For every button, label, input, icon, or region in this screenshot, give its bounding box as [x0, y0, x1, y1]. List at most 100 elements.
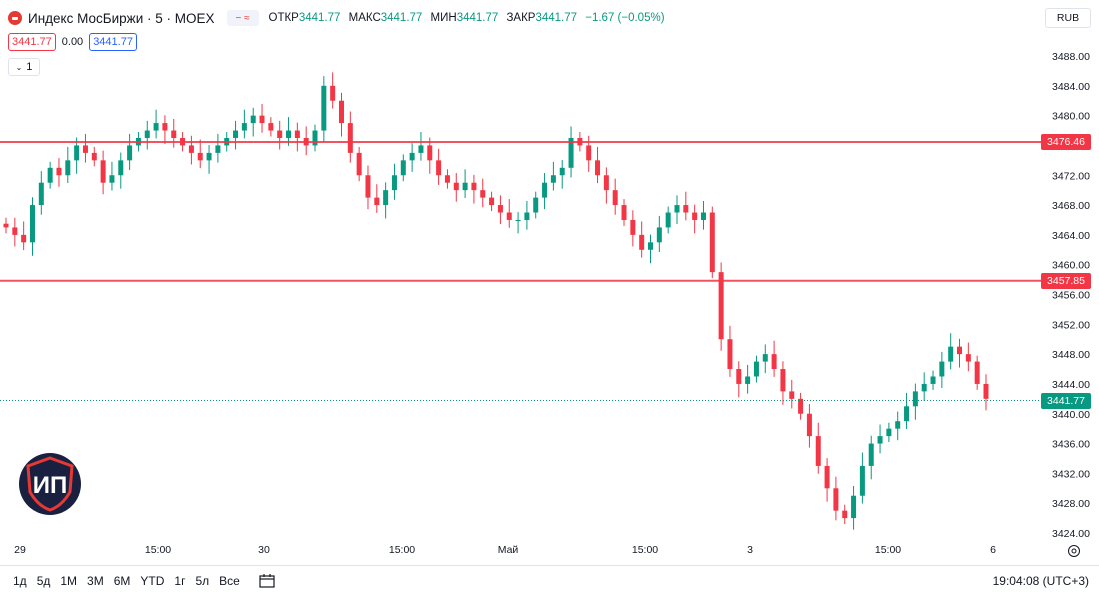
- currency-button[interactable]: RUB: [1045, 8, 1091, 28]
- price-axis: 3488.003484.003480.003476.003472.003468.…: [1052, 51, 1090, 540]
- candle-body: [957, 346, 963, 355]
- candle-body: [206, 152, 212, 161]
- candle-body: [127, 145, 133, 161]
- candle-body: [568, 137, 574, 168]
- candle-body: [171, 130, 177, 138]
- candle-body: [762, 354, 768, 362]
- time-tick-label: 15:00: [632, 544, 658, 556]
- candle-body: [542, 182, 548, 198]
- candle-body: [294, 130, 300, 138]
- sell-price-button[interactable]: 3441.77: [8, 33, 56, 51]
- price-tick-label: 3456.00: [1052, 290, 1090, 302]
- timeframe-button[interactable]: 5л: [195, 574, 210, 588]
- price-tick-label: 3464.00: [1052, 230, 1090, 242]
- candle-body: [648, 242, 654, 250]
- candle-body: [974, 361, 980, 384]
- calendar-range-icon[interactable]: [259, 573, 277, 589]
- level-badge-1: 3476.46: [1041, 134, 1091, 150]
- candle-body: [74, 145, 80, 161]
- price-tick-label: 3424.00: [1052, 528, 1090, 540]
- candle-body: [983, 383, 989, 399]
- candle-body: [709, 212, 715, 273]
- candle-body: [559, 167, 565, 176]
- price-tick-label: 3428.00: [1052, 498, 1090, 510]
- candle-body: [727, 339, 733, 370]
- candle-body: [480, 190, 486, 198]
- candle-body: [533, 197, 539, 213]
- timeframe-button[interactable]: 1д: [13, 574, 27, 588]
- candle-body: [939, 361, 945, 377]
- price-tick-label: 3432.00: [1052, 468, 1090, 480]
- candle-body: [886, 428, 892, 437]
- price-tick-label: 3472.00: [1052, 170, 1090, 182]
- ip-watermark-logo: ИП: [19, 453, 81, 515]
- candle-body: [603, 175, 609, 191]
- candle-body: [144, 130, 150, 138]
- timeframe-button[interactable]: 1г: [174, 574, 186, 588]
- timeframe-button[interactable]: 3М: [87, 574, 104, 588]
- candle-body: [912, 391, 918, 407]
- candle-body: [400, 160, 406, 176]
- candle-body: [65, 160, 71, 176]
- price-tick-label: 3480.00: [1052, 111, 1090, 123]
- candle-body: [259, 115, 265, 124]
- candle-body: [595, 160, 601, 176]
- symbol-title[interactable]: Индекс МосБиржи · 5 · MOEX: [28, 10, 215, 26]
- candle-body: [188, 145, 194, 153]
- candle-body: [833, 488, 839, 511]
- settings-gear-icon[interactable]: [1067, 544, 1081, 558]
- chart-header: Индекс МосБиржи · 5 · MOEX − ≈ ОТКР3441.…: [8, 8, 665, 28]
- indicators-toggle-button[interactable]: ⌄ 1: [8, 58, 40, 76]
- clock-timezone[interactable]: 19:04:08 (UTC+3): [992, 574, 1089, 588]
- candle-body: [656, 227, 662, 243]
- candle-body: [524, 212, 530, 220]
- candle-body: [330, 85, 336, 101]
- timeframe-button[interactable]: YTD: [140, 574, 165, 588]
- candle-body: [489, 197, 495, 206]
- candle-body: [806, 413, 812, 437]
- candle-body: [515, 219, 521, 221]
- candle-body: [47, 167, 53, 183]
- candle-body: [312, 130, 318, 146]
- candle-body: [700, 212, 706, 220]
- candle-body: [612, 190, 618, 206]
- time-tick-label: 3: [747, 544, 753, 556]
- buy-price-button[interactable]: 3441.77: [89, 33, 137, 51]
- timeframe-button[interactable]: 6М: [113, 574, 131, 588]
- candle-body: [29, 205, 35, 243]
- candle-body: [895, 421, 901, 429]
- time-tick-label: 29: [14, 544, 26, 556]
- candle-body: [427, 145, 433, 161]
- candle-body: [3, 223, 9, 228]
- candle-body: [100, 160, 106, 183]
- timeframe-button[interactable]: 5д: [36, 574, 51, 588]
- candle-body: [789, 391, 795, 399]
- candle-body: [21, 234, 27, 243]
- candle-body: [497, 205, 503, 213]
- candle-body: [948, 346, 954, 362]
- candles: [3, 72, 989, 530]
- candle-body: [665, 212, 671, 228]
- candle-body: [753, 361, 759, 377]
- candle-body: [621, 205, 627, 220]
- candle-body: [268, 123, 274, 131]
- candle-body: [630, 219, 636, 235]
- time-axis: 29 15:00 30 15:00 Май 15:00 3 15:00 6: [14, 544, 996, 556]
- time-tick-label: 30: [258, 544, 270, 556]
- candle-body: [453, 182, 459, 191]
- candle-body: [798, 398, 804, 414]
- compare-icon[interactable]: − ≈: [226, 10, 259, 26]
- candle-body: [586, 145, 592, 161]
- timeframe-button[interactable]: Все: [219, 574, 240, 588]
- timeframe-button[interactable]: 1М: [60, 574, 78, 588]
- time-tick-label: 15:00: [875, 544, 901, 556]
- candle-body: [771, 354, 777, 370]
- time-tick-label: 15:00: [389, 544, 415, 556]
- candle-body: [859, 465, 865, 496]
- price-tick-label: 3484.00: [1052, 81, 1090, 93]
- candle-body: [241, 123, 247, 131]
- time-tick-label: 6: [990, 544, 996, 556]
- price-tick-label: 3468.00: [1052, 200, 1090, 212]
- spread-value: 0.00: [61, 36, 84, 48]
